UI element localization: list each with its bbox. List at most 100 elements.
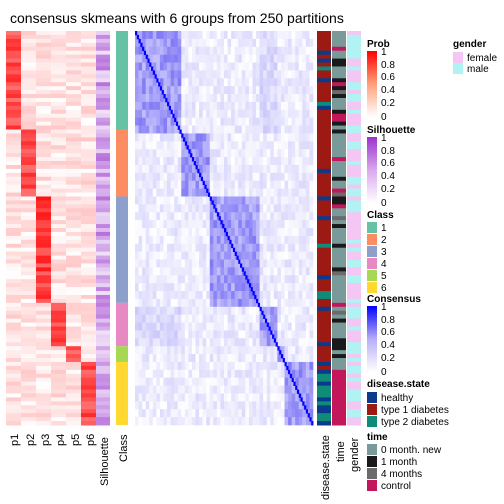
consensus-cell <box>167 133 171 142</box>
class-segment <box>116 302 128 347</box>
consensus-cell <box>241 172 246 182</box>
consensus-cell <box>174 322 179 331</box>
consensus-cell <box>234 361 239 371</box>
disease-state-cell <box>317 34 331 40</box>
prob-cell <box>81 334 96 339</box>
consensus-cell <box>241 314 246 323</box>
consensus-diagonal-cell <box>229 239 232 245</box>
gender-cell <box>347 58 361 64</box>
consensus-cell <box>142 141 146 150</box>
consensus-cell <box>273 283 278 292</box>
consensus-cell <box>263 298 268 308</box>
legend-disease-label: type 1 diabetes <box>381 405 449 416</box>
time-cell <box>332 306 346 312</box>
consensus-cell <box>177 393 182 402</box>
consensus-cell <box>149 409 154 418</box>
consensus-cell <box>199 188 203 197</box>
prob-cell <box>21 153 36 158</box>
prob-cell <box>21 105 36 111</box>
consensus-cell <box>206 204 211 213</box>
consensus-cell <box>152 94 157 103</box>
consensus-cell <box>259 275 264 284</box>
prob-cell <box>51 117 66 123</box>
consensus-cell <box>209 125 214 134</box>
consensus-cell <box>213 117 218 126</box>
consensus-diagonal-cell <box>245 275 248 280</box>
prob-cell <box>66 141 81 146</box>
consensus-cell <box>209 133 214 142</box>
consensus-cell <box>273 86 278 95</box>
consensus-cell <box>138 298 143 308</box>
consensus-cell <box>199 251 203 260</box>
consensus-cell <box>188 259 193 268</box>
consensus-cell <box>181 149 186 158</box>
consensus-cell <box>270 306 275 315</box>
consensus-cell <box>241 54 246 63</box>
consensus-cell <box>213 243 218 252</box>
consensus-cell <box>291 314 296 323</box>
consensus-cell <box>156 243 161 252</box>
consensus-cell <box>149 196 154 205</box>
consensus-cell <box>199 330 203 339</box>
consensus-cell <box>284 149 289 158</box>
consensus-cell <box>259 78 264 87</box>
prob-cell <box>81 204 96 209</box>
silhouette-cell <box>96 228 110 233</box>
consensus-cell <box>163 38 168 48</box>
consensus-cell <box>266 291 271 300</box>
disease-state-cell <box>317 188 331 194</box>
consensus-cell <box>266 267 271 276</box>
prob-cell <box>66 326 81 331</box>
consensus-cell <box>213 188 218 197</box>
silhouette-cell <box>96 377 110 383</box>
consensus-cell <box>213 259 218 268</box>
consensus-cell <box>280 109 285 118</box>
consensus-cell <box>202 306 207 315</box>
consensus-cell <box>252 31 257 40</box>
consensus-cell <box>248 322 253 331</box>
consensus-cell <box>138 393 143 402</box>
prob-cell <box>6 310 21 316</box>
time-cell <box>332 417 346 422</box>
gender-cell <box>347 50 361 56</box>
consensus-cell <box>256 54 260 63</box>
prob-cell <box>6 105 21 111</box>
time-cell <box>332 82 346 87</box>
consensus-cell <box>142 157 146 166</box>
prob-cell <box>6 259 21 264</box>
consensus-cell <box>266 330 271 339</box>
consensus-cell <box>305 314 310 323</box>
consensus-cell <box>177 291 182 300</box>
consensus-cell <box>298 385 303 394</box>
prob-cell <box>36 46 51 52</box>
consensus-cell <box>224 369 228 379</box>
prob-cell <box>6 228 21 233</box>
consensus-cell <box>216 125 221 134</box>
consensus-cell <box>305 149 310 158</box>
prob-cell <box>81 133 96 138</box>
consensus-cell <box>259 251 264 260</box>
time-cell <box>332 373 346 379</box>
consensus-cell <box>163 31 168 40</box>
consensus-cell <box>149 330 154 339</box>
prob-cell <box>36 208 51 213</box>
prob-cell <box>51 291 66 296</box>
consensus-cell <box>167 314 171 323</box>
consensus-cell <box>266 46 271 55</box>
consensus-cell <box>174 291 179 300</box>
consensus-cell <box>263 125 268 134</box>
consensus-cell <box>280 251 285 260</box>
consensus-cell <box>220 267 225 276</box>
consensus-cell <box>195 306 200 315</box>
consensus-cell <box>227 101 232 111</box>
consensus-cell <box>309 54 314 63</box>
consensus-cell <box>284 377 289 386</box>
consensus-cell <box>206 38 211 48</box>
consensus-cell <box>234 180 239 189</box>
consensus-cell <box>305 354 310 363</box>
silhouette-cell <box>96 239 110 245</box>
consensus-cell <box>252 306 257 315</box>
consensus-cell <box>252 220 257 229</box>
consensus-cell <box>288 204 292 213</box>
consensus-cell <box>309 275 314 284</box>
